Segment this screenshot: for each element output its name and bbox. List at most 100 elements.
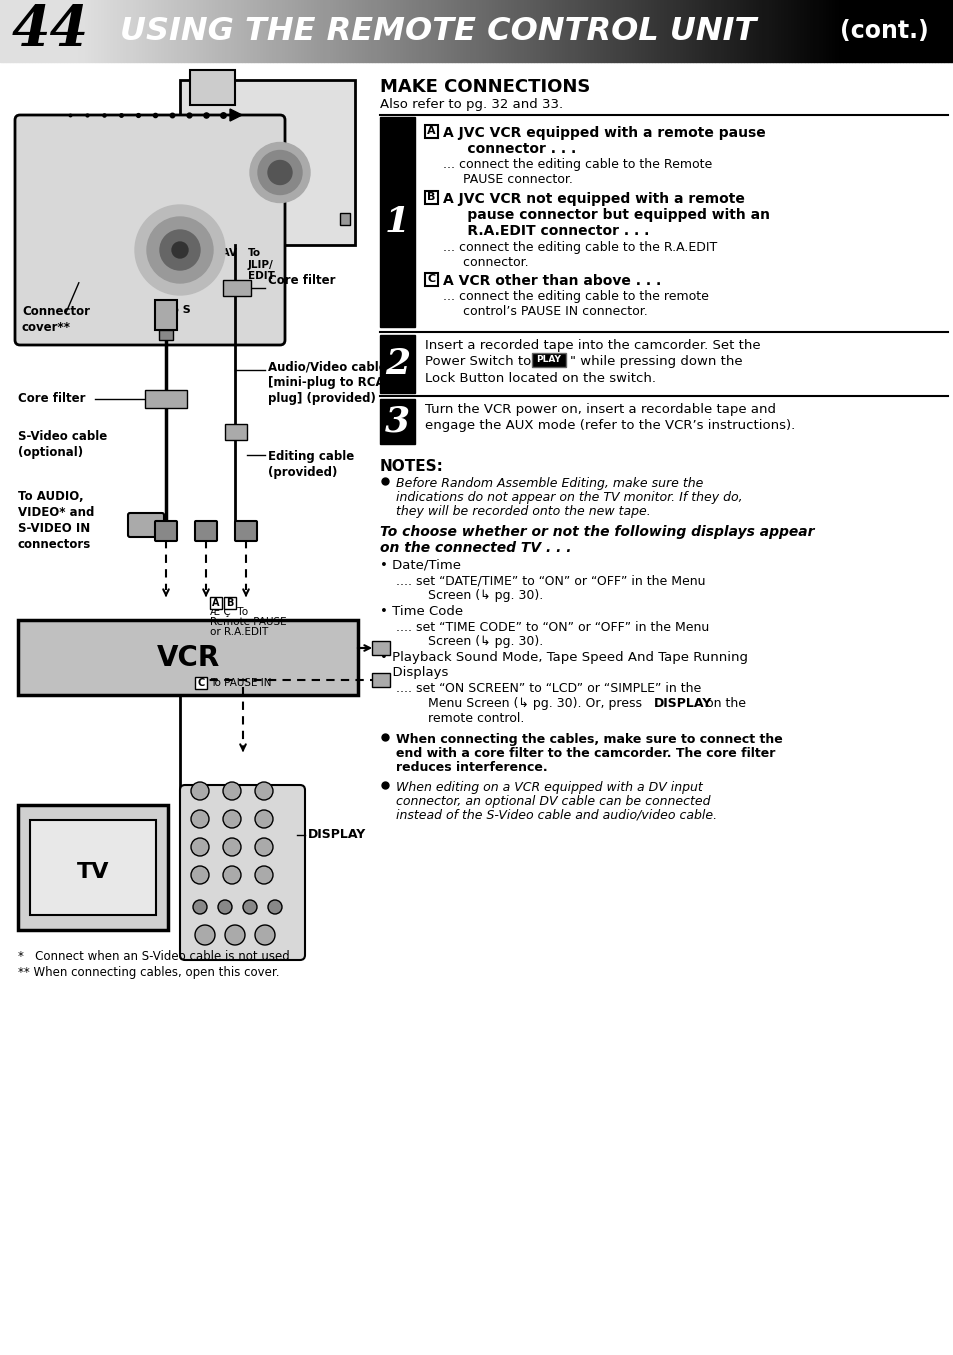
Bar <box>121 0 124 62</box>
Bar <box>629 0 632 62</box>
Text: Editing cable
(provided): Editing cable (provided) <box>268 450 354 480</box>
Bar <box>57 0 60 62</box>
Circle shape <box>223 837 241 856</box>
Bar <box>12 0 16 62</box>
Bar <box>10 0 12 62</box>
Bar <box>207 0 210 62</box>
Bar <box>864 0 867 62</box>
Bar <box>636 0 639 62</box>
Circle shape <box>223 810 241 828</box>
Bar <box>874 0 877 62</box>
Bar <box>517 0 521 62</box>
Bar <box>822 0 826 62</box>
Text: *   Connect when an S-Video cable is not used.: * Connect when an S-Video cable is not u… <box>18 950 294 963</box>
Text: PLAY: PLAY <box>536 355 561 364</box>
Bar <box>355 0 359 62</box>
Bar <box>639 0 641 62</box>
Text: A VCR other than above . . .: A VCR other than above . . . <box>442 274 660 289</box>
Text: end with a core filter to the camcorder. The core filter: end with a core filter to the camcorder.… <box>395 747 775 760</box>
Bar <box>219 0 222 62</box>
Bar <box>619 0 622 62</box>
Bar <box>89 0 92 62</box>
Bar <box>407 0 410 62</box>
Bar <box>817 0 820 62</box>
Bar <box>193 0 197 62</box>
Bar <box>191 0 193 62</box>
Bar <box>54 0 57 62</box>
Bar <box>622 0 626 62</box>
Bar <box>883 0 886 62</box>
Bar <box>274 0 276 62</box>
Bar <box>169 0 172 62</box>
Bar <box>829 0 832 62</box>
Circle shape <box>191 810 209 828</box>
Bar <box>912 0 915 62</box>
Circle shape <box>218 900 232 915</box>
Text: • Date/Time: • Date/Time <box>379 560 460 572</box>
Text: A JVC VCR not equipped with a remote: A JVC VCR not equipped with a remote <box>442 192 744 206</box>
Bar <box>136 0 140 62</box>
Text: control’s PAUSE IN connector.: control’s PAUSE IN connector. <box>442 305 647 318</box>
Bar <box>617 0 619 62</box>
Text: NOTES:: NOTES: <box>379 459 443 474</box>
Circle shape <box>191 782 209 799</box>
Bar <box>543 0 546 62</box>
Bar <box>340 0 343 62</box>
Circle shape <box>194 925 214 944</box>
Text: pause connector but equipped with an: pause connector but equipped with an <box>442 209 769 222</box>
Bar <box>251 0 254 62</box>
Text: Core filter: Core filter <box>18 393 86 405</box>
Bar <box>772 0 775 62</box>
Text: ... connect the editing cable to the Remote: ... connect the editing cable to the Rem… <box>442 159 712 171</box>
Bar <box>30 820 156 915</box>
Bar <box>403 0 407 62</box>
Bar <box>553 0 556 62</box>
Bar <box>289 0 293 62</box>
Bar <box>594 0 598 62</box>
Bar <box>194 678 207 688</box>
Text: To AUDIO,
VIDEO* and
S-VIDEO IN
connectors: To AUDIO, VIDEO* and S-VIDEO IN connecto… <box>18 491 94 551</box>
Circle shape <box>268 900 282 915</box>
Bar <box>658 0 660 62</box>
Bar <box>705 0 708 62</box>
Bar <box>381 0 384 62</box>
Bar <box>48 0 51 62</box>
Bar <box>670 0 674 62</box>
Bar <box>559 0 562 62</box>
Bar <box>455 0 457 62</box>
Bar <box>740 0 743 62</box>
Bar <box>302 0 305 62</box>
Bar <box>950 0 953 62</box>
Text: Also refer to pg. 32 and 33.: Also refer to pg. 32 and 33. <box>379 98 562 111</box>
Circle shape <box>191 866 209 883</box>
Bar <box>899 0 902 62</box>
Bar <box>765 0 769 62</box>
Bar <box>279 0 283 62</box>
Text: R.A.EDIT connector . . .: R.A.EDIT connector . . . <box>442 224 649 238</box>
Bar <box>521 0 524 62</box>
Text: Æ Ç  To: Æ Ç To <box>210 607 248 617</box>
Bar <box>674 0 677 62</box>
Bar <box>41 0 45 62</box>
Bar <box>667 0 670 62</box>
Circle shape <box>160 230 200 270</box>
Bar <box>502 0 505 62</box>
Text: Screen (↳ pg. 30).: Screen (↳ pg. 30). <box>395 589 542 602</box>
Bar <box>651 0 655 62</box>
Bar <box>937 0 941 62</box>
Bar <box>79 0 83 62</box>
Circle shape <box>172 243 188 257</box>
Bar <box>664 0 667 62</box>
Bar <box>270 0 274 62</box>
Circle shape <box>147 217 213 283</box>
Bar <box>343 0 346 62</box>
Bar <box>190 70 234 104</box>
Bar <box>203 0 207 62</box>
Bar <box>64 0 67 62</box>
Bar <box>836 0 839 62</box>
Text: To S: To S <box>165 305 191 314</box>
Bar <box>31 0 35 62</box>
Bar <box>810 0 813 62</box>
Text: Insert a recorded tape into the camcorder. Set the: Insert a recorded tape into the camcorde… <box>424 339 760 352</box>
Bar <box>379 117 415 327</box>
